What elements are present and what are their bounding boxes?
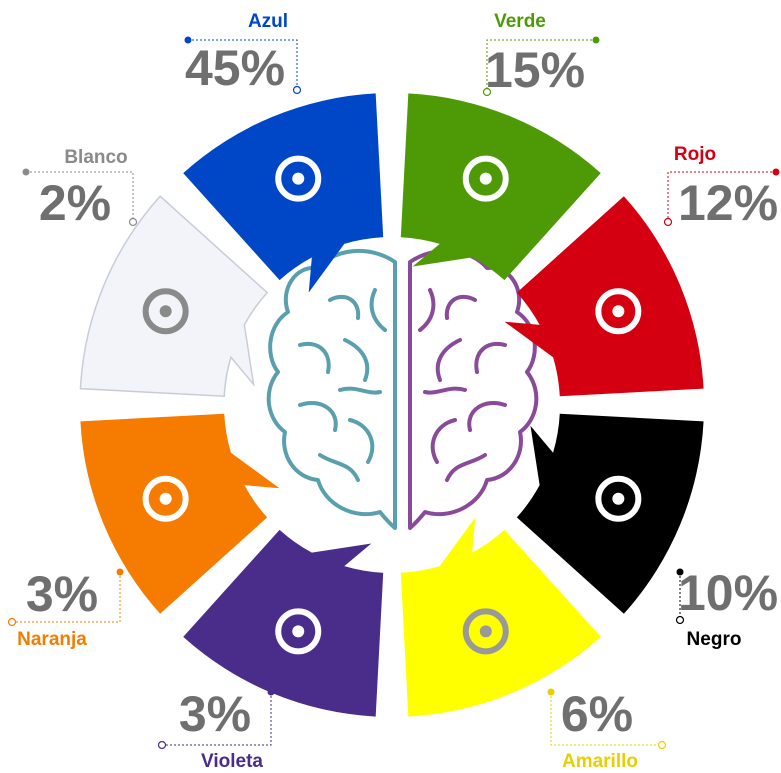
labels: Azul 45% Verde 15% Rojo 12% Negro 10% Amarillo 6%…: [7, 11, 780, 772]
right-hemisphere: [408, 249, 539, 530]
segment-icon-dot: [479, 625, 492, 638]
leader-line: [26, 171, 134, 222]
leader-dot: [547, 688, 555, 696]
leader-end: [657, 740, 667, 750]
segment-percent: 45%: [185, 40, 285, 96]
segment-percent: 10%: [678, 565, 778, 621]
leader-dot: [267, 688, 275, 696]
leader-dot: [676, 568, 684, 576]
segment-name: Rojo: [674, 144, 716, 165]
segment-percent: 12%: [678, 175, 778, 231]
leader-end: [157, 740, 167, 750]
segment-name: Blanco: [64, 147, 127, 168]
brain: [266, 249, 539, 530]
leader-line: [188, 39, 298, 90]
segment-name: Azul: [248, 11, 288, 32]
leader-end: [663, 217, 673, 227]
segment-name: Amarillo: [562, 751, 638, 772]
segment-icon: [595, 288, 642, 335]
segment-icon-dot: [292, 625, 305, 638]
left-hemisphere: [266, 249, 397, 530]
segment-icon-dot: [292, 172, 305, 185]
segment-icon: [275, 608, 322, 655]
leader-dot: [184, 36, 192, 44]
leader-dot: [22, 168, 30, 176]
leader-end: [292, 85, 302, 95]
segment-name: Naranja: [17, 629, 87, 650]
ring: [79, 93, 704, 717]
leader-end: [128, 217, 138, 227]
segment-icon: [595, 475, 642, 522]
segment-icon: [462, 608, 509, 655]
segment-icon: [142, 475, 189, 522]
segment-icon-dot: [612, 492, 625, 505]
leader-dot: [116, 568, 124, 576]
leader-end: [7, 617, 17, 627]
segment-icon: [462, 155, 509, 202]
segment-icon: [142, 288, 189, 335]
leader-end: [482, 87, 492, 97]
segment-percent: 6%: [561, 686, 633, 742]
segment-name: Negro: [687, 629, 742, 650]
leader-line: [667, 171, 776, 222]
segment-percent: 3%: [179, 686, 251, 742]
segment-icon-dot: [612, 305, 625, 318]
segment-name: Violeta: [201, 751, 263, 772]
leader-dot: [772, 168, 780, 176]
segment-icon: [275, 155, 322, 202]
segment-percent: 3%: [26, 566, 98, 622]
leader-line: [162, 692, 272, 746]
leader-line: [550, 692, 662, 746]
segment-icon-dot: [159, 492, 172, 505]
leader-end: [675, 615, 685, 625]
leader-line: [486, 39, 596, 92]
segment-icon-dot: [479, 172, 492, 185]
segment-percent: 15%: [485, 42, 585, 98]
segment-icon-dot: [159, 305, 172, 318]
leader-line: [12, 572, 121, 623]
segment-percent: 2%: [39, 175, 111, 231]
leader-dot: [592, 36, 600, 44]
segment-name: Verde: [494, 11, 546, 32]
